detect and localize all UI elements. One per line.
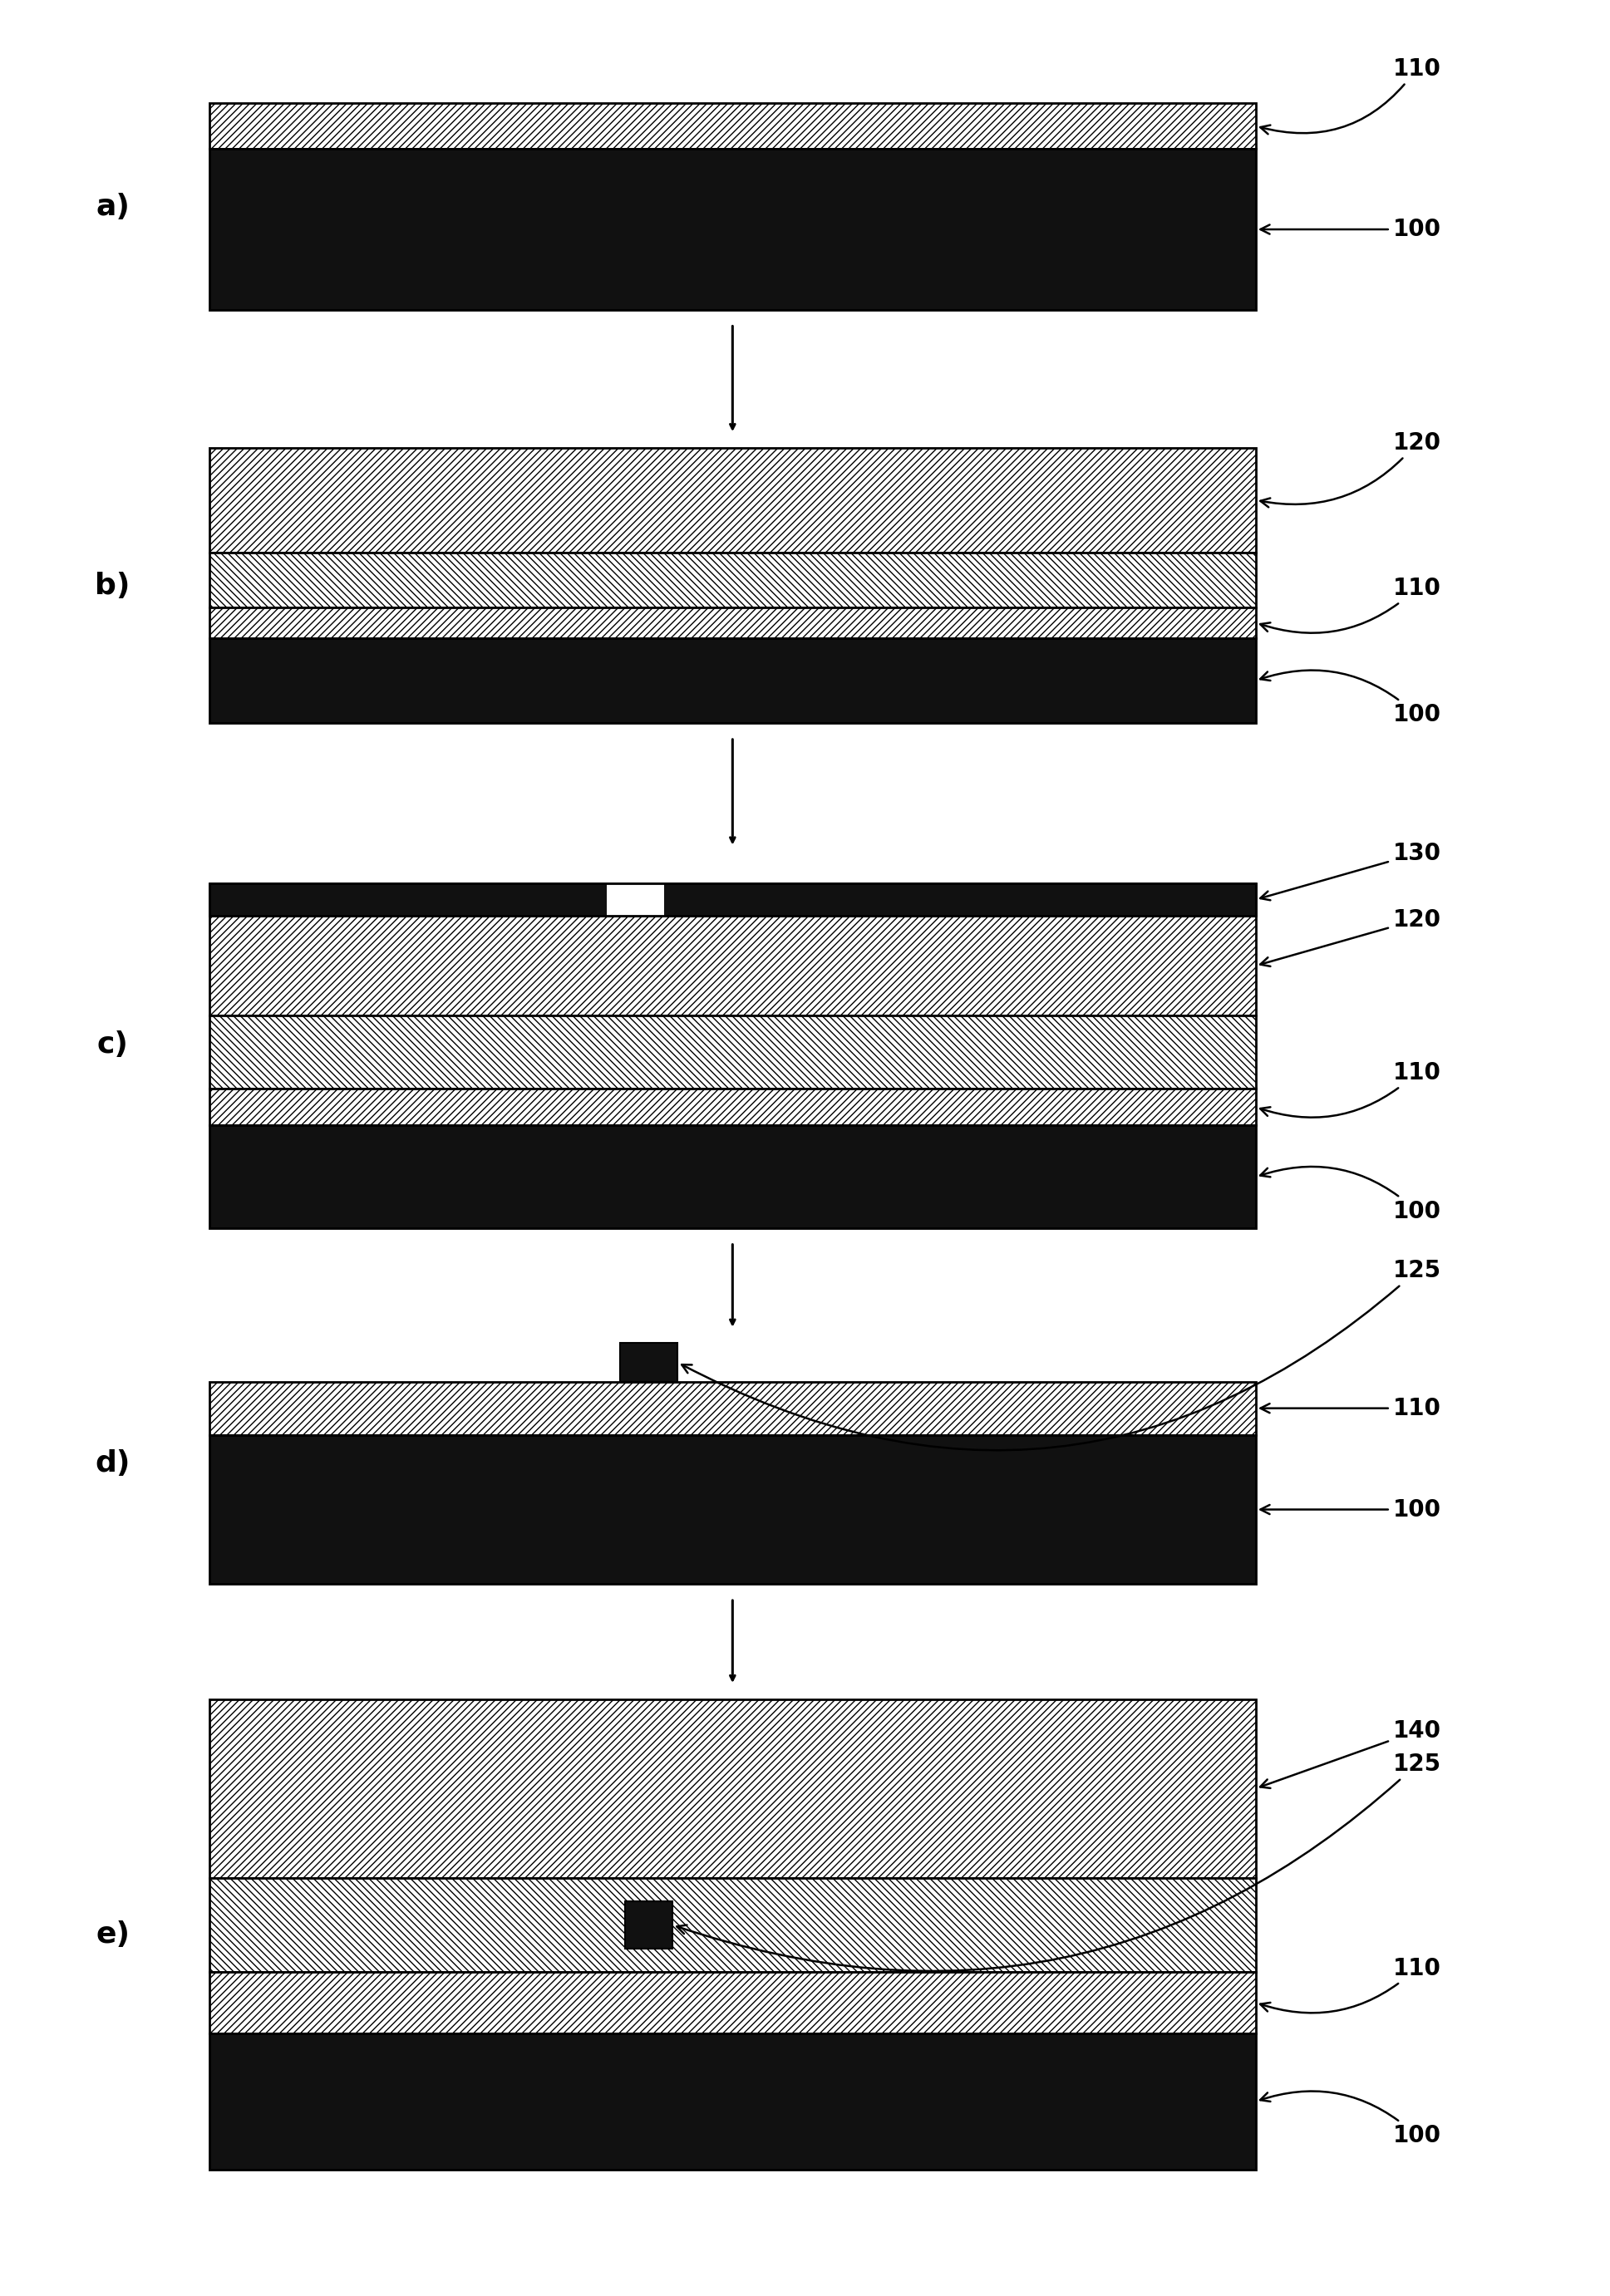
Bar	[209, 608, 1256, 638]
Text: 140: 140	[1261, 1720, 1441, 1789]
Text: 110: 110	[1261, 57, 1441, 133]
Bar	[209, 1435, 1256, 1584]
Text: 120: 120	[1261, 909, 1441, 967]
Bar	[607, 884, 665, 916]
Text: 100: 100	[1261, 670, 1441, 726]
Text: 110: 110	[1261, 1956, 1441, 2014]
Bar	[625, 1901, 673, 1949]
Bar	[209, 103, 1256, 149]
Text: 100: 100	[1261, 2092, 1441, 2147]
Text: 100: 100	[1261, 1166, 1441, 1224]
Text: 100: 100	[1261, 1497, 1441, 1522]
Text: 125: 125	[676, 1752, 1441, 1970]
Text: 130: 130	[1261, 843, 1441, 900]
Bar	[209, 1125, 1256, 1228]
Text: d): d)	[95, 1449, 130, 1479]
Bar	[209, 1878, 1256, 1972]
Text: 110: 110	[1261, 576, 1441, 634]
Text: 100: 100	[1261, 218, 1441, 241]
Text: 110: 110	[1261, 1061, 1441, 1118]
Bar	[209, 553, 1256, 608]
Bar	[209, 1699, 1256, 1878]
Bar	[209, 1088, 1256, 1125]
Bar	[209, 916, 1256, 1015]
Bar	[209, 149, 1256, 310]
Bar	[209, 638, 1256, 723]
Bar	[209, 1015, 1256, 1088]
Bar	[209, 884, 1256, 916]
Text: b): b)	[95, 572, 130, 599]
Bar	[209, 1972, 1256, 2034]
Bar	[620, 1343, 678, 1382]
Text: c): c)	[97, 1031, 129, 1058]
Text: 120: 120	[1261, 432, 1441, 507]
Text: a): a)	[95, 193, 130, 220]
Bar	[209, 448, 1256, 553]
Text: 110: 110	[1261, 1396, 1441, 1419]
Bar	[209, 2034, 1256, 2170]
Text: e): e)	[95, 1919, 130, 1949]
Bar	[209, 1382, 1256, 1435]
Text: 125: 125	[681, 1258, 1441, 1451]
